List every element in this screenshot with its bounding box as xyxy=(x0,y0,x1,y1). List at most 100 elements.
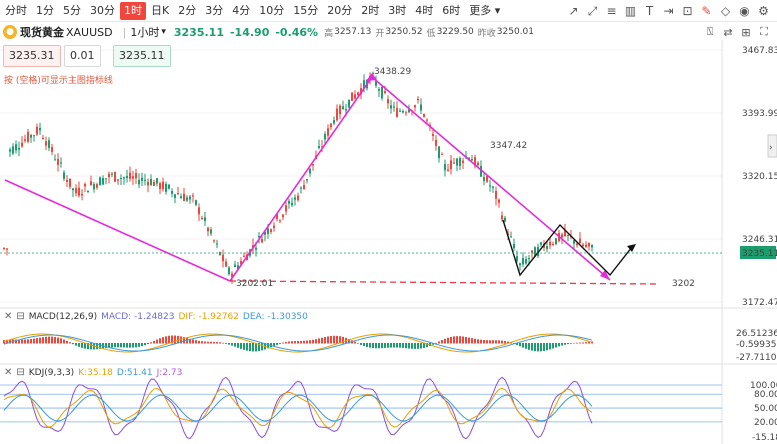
channel-icon[interactable]: ▥ xyxy=(624,4,637,18)
macd-value: MACD: -1.24823 xyxy=(101,311,175,322)
buy-box[interactable]: 3235.11 xyxy=(113,45,171,67)
indicator-icon[interactable]: ⍂ xyxy=(706,25,714,38)
macd-bar xyxy=(423,343,425,348)
timeframe-4[interactable]: 1时 xyxy=(120,1,146,20)
candle-body xyxy=(78,187,80,196)
candle-body xyxy=(114,172,116,182)
candle-body xyxy=(285,205,287,212)
clear-icon[interactable]: ⊡ xyxy=(682,4,693,18)
period-selector[interactable]: 1小时 xyxy=(130,26,160,39)
lot-input[interactable]: 0.01 xyxy=(64,45,101,67)
macd-bar xyxy=(321,337,323,344)
timeframe-12[interactable]: 2时 xyxy=(361,3,380,17)
price-chart[interactable]: 3467.83 3393.99 3320.15 3246.31 3172.47 3202 3… xyxy=(0,40,777,444)
visibility-icon[interactable]: ◉ xyxy=(739,4,750,18)
timeframe-2[interactable]: 5分 xyxy=(63,3,81,17)
macd-bar xyxy=(201,341,203,344)
text-tool-icon[interactable]: T xyxy=(645,4,654,18)
candle-body xyxy=(330,123,332,128)
candle-body xyxy=(174,194,176,198)
timeframe-16[interactable]: 更多 ▾ xyxy=(469,3,501,17)
support-line xyxy=(229,280,661,285)
macd-bar xyxy=(375,343,377,349)
timeframe-1[interactable]: 1分 xyxy=(36,3,54,17)
timeframe-15[interactable]: 6时 xyxy=(442,3,461,17)
candle-body xyxy=(183,193,185,201)
settings-icon[interactable]: ⊟ xyxy=(16,367,25,378)
macd-bar xyxy=(15,339,17,344)
candle-body xyxy=(513,244,515,249)
candle-body xyxy=(282,214,284,218)
measure-icon[interactable]: ⇥ xyxy=(663,4,674,18)
candle-body xyxy=(381,86,383,99)
macd-bar xyxy=(408,343,410,349)
settings-icon[interactable]: ⚙ xyxy=(758,4,769,18)
eraser-icon[interactable]: ◇ xyxy=(720,4,731,18)
macd-bar xyxy=(165,336,167,344)
timeframe-5[interactable]: 日K xyxy=(151,3,170,17)
macd-bar xyxy=(66,340,68,344)
lot-box[interactable]: 0.01 xyxy=(64,45,101,67)
macd-bar xyxy=(573,342,575,344)
macd-bar xyxy=(78,343,80,347)
timeframe-3[interactable]: 30分 xyxy=(90,3,115,17)
macd-bar xyxy=(6,339,8,344)
fullscreen-icon[interactable]: ⛶ xyxy=(760,25,768,38)
candle-body xyxy=(231,273,233,278)
symbol-code[interactable]: XAUUSD xyxy=(66,25,113,39)
macd-bar xyxy=(96,343,98,350)
settings-icon[interactable]: ⊟ xyxy=(16,311,25,322)
close-icon[interactable]: ✕ xyxy=(4,311,13,322)
candle-body xyxy=(450,160,452,170)
timeframe-14[interactable]: 4时 xyxy=(415,3,434,17)
candle-body xyxy=(219,252,221,255)
timeframe-6[interactable]: 2分 xyxy=(178,3,197,17)
layers-icon[interactable]: ✎ xyxy=(701,4,712,18)
sell-price[interactable]: 3235.31 xyxy=(3,45,61,67)
candle-body xyxy=(12,146,14,154)
candle-body xyxy=(297,195,299,201)
candle-body xyxy=(162,181,164,189)
macd-bar xyxy=(315,339,317,344)
compare-icon[interactable]: ⇄ xyxy=(723,25,733,39)
timeframe-11[interactable]: 20分 xyxy=(327,3,353,17)
candle-body xyxy=(120,178,122,180)
candle-body xyxy=(333,120,335,124)
timeframe-list: 分时 1分 5分 30分 1时 日K 2分 3分 4分 10分 15分 20分 2时 3时 4时 6时 更多 ▾ xyxy=(0,1,504,20)
macd-bar xyxy=(399,343,401,348)
zoom-icon[interactable]: ⊞ xyxy=(741,25,751,39)
candle-body xyxy=(585,244,587,247)
macd-bar xyxy=(162,337,164,344)
buy-price[interactable]: 3235.11 xyxy=(113,45,171,67)
macd-bar xyxy=(51,336,53,344)
candle-body xyxy=(3,247,5,249)
candle-body xyxy=(48,140,50,148)
chart-tools: ⍂ ⇄ ⊞ ⛶ xyxy=(701,24,773,40)
timeframe-9[interactable]: 10分 xyxy=(259,3,285,17)
candle-body xyxy=(60,162,62,164)
close-icon[interactable]: ✕ xyxy=(4,367,13,378)
candle-body xyxy=(153,181,155,186)
macd-bar xyxy=(303,340,305,344)
candle-body xyxy=(306,179,308,181)
candle-body xyxy=(159,183,161,189)
macd-bar xyxy=(72,343,74,345)
timeframe-10[interactable]: 15分 xyxy=(293,3,319,17)
timeframe-toolbar: 分时 1分 5分 30分 1时 日K 2分 3分 4分 10分 15分 20分 2时 3时 4时 6时 更多 ▾… xyxy=(0,0,777,22)
candle-body xyxy=(414,105,416,108)
timeframe-7[interactable]: 3分 xyxy=(205,3,224,17)
candle-body xyxy=(336,108,338,121)
price-axis-label: 3172.47 xyxy=(742,298,777,308)
timeframe-0[interactable]: 分时 xyxy=(5,3,27,17)
ray-icon[interactable]: ⤢ xyxy=(587,3,598,18)
candle-body xyxy=(480,166,482,177)
trend-line-icon[interactable]: ↗ xyxy=(568,4,579,18)
candle-body xyxy=(345,109,347,111)
timeframe-8[interactable]: 4分 xyxy=(232,3,251,17)
timeframe-13[interactable]: 3时 xyxy=(388,3,407,17)
macd-bar xyxy=(333,335,335,344)
horizontal-line-icon[interactable]: ≡ xyxy=(606,4,617,18)
candle-body xyxy=(540,242,542,245)
sell-box[interactable]: 3235.31 xyxy=(3,45,61,67)
chevron-down-icon[interactable]: ▾ xyxy=(161,27,166,37)
